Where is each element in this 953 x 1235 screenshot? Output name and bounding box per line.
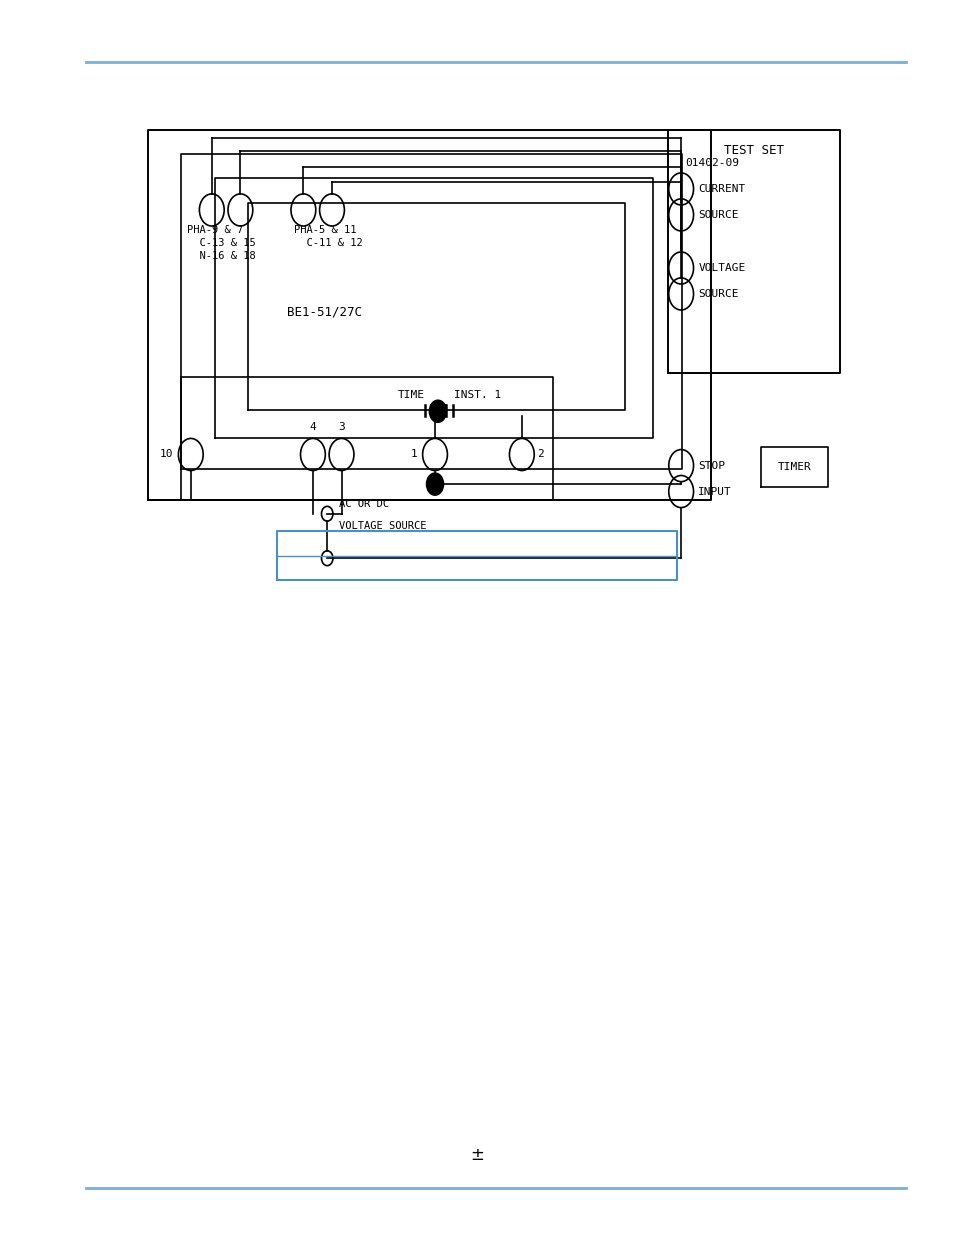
- Text: SOURCE: SOURCE: [698, 289, 738, 299]
- Text: ±: ±: [470, 1146, 483, 1163]
- Text: STOP: STOP: [698, 461, 724, 471]
- Text: TEST SET: TEST SET: [723, 144, 782, 157]
- Text: 3: 3: [337, 422, 345, 432]
- Text: TIME: TIME: [397, 390, 424, 400]
- Text: VOLTAGE SOURCE: VOLTAGE SOURCE: [338, 521, 426, 531]
- Text: 01402-09: 01402-09: [684, 158, 739, 168]
- Circle shape: [426, 473, 443, 495]
- Text: AC OR DC: AC OR DC: [338, 499, 388, 509]
- Text: 1: 1: [411, 450, 417, 459]
- Text: PHA-9 & 7
  C-13 & 15
  N-16 & 18: PHA-9 & 7 C-13 & 15 N-16 & 18: [187, 225, 255, 261]
- Text: SOURCE: SOURCE: [698, 210, 738, 220]
- Text: INST. 1: INST. 1: [454, 390, 501, 400]
- Text: 4: 4: [309, 422, 316, 432]
- Text: VOLTAGE: VOLTAGE: [698, 263, 745, 273]
- Circle shape: [429, 400, 446, 422]
- Text: BE1-51/27C: BE1-51/27C: [287, 306, 361, 319]
- Text: TIMER: TIMER: [777, 462, 811, 472]
- Text: CURRENT: CURRENT: [698, 184, 745, 194]
- Text: 10: 10: [160, 450, 173, 459]
- Text: PHA-5 & 11
  C-11 & 12: PHA-5 & 11 C-11 & 12: [294, 225, 362, 248]
- Text: 2: 2: [537, 450, 543, 459]
- Text: INPUT: INPUT: [698, 487, 731, 496]
